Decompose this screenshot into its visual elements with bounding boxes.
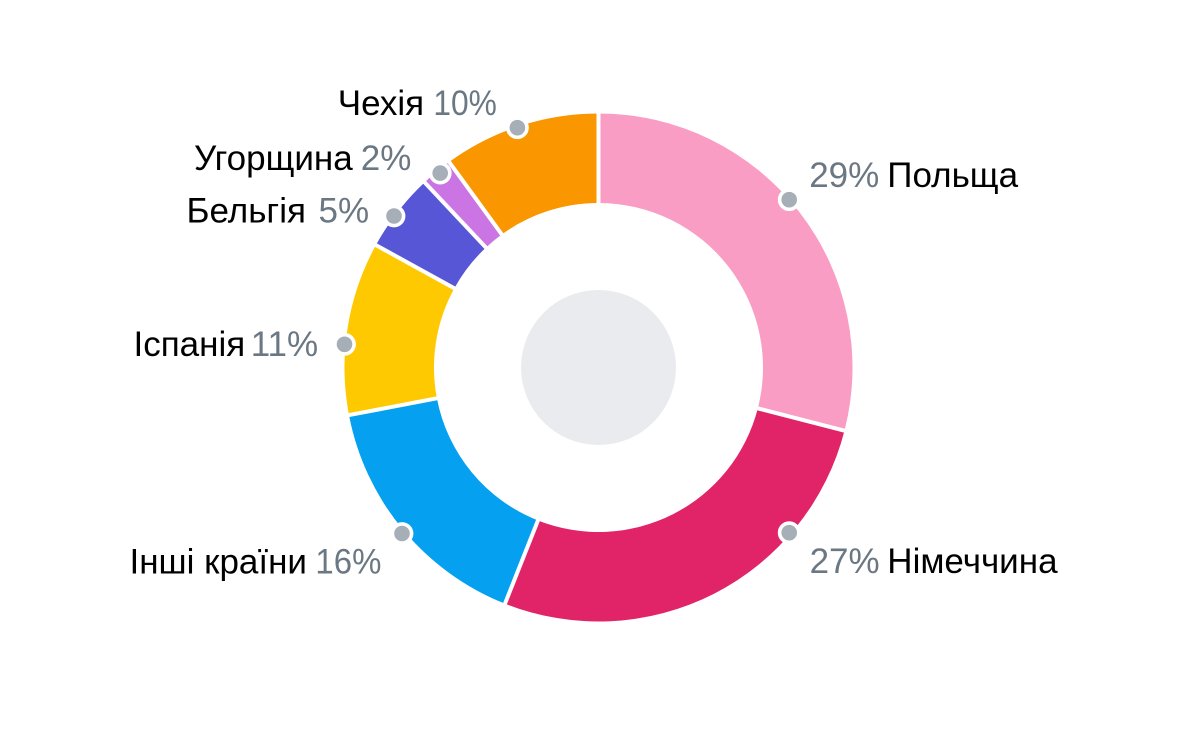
svg-text:5%: 5% [319, 192, 370, 231]
svg-text:10%: 10% [433, 84, 497, 123]
svg-text:11%: 11% [251, 325, 318, 364]
svg-text:Іспанія: Іспанія [134, 325, 246, 364]
svg-text:Польща: Польща [887, 156, 1018, 195]
svg-text:Інші країни: Інші країни [130, 543, 307, 582]
svg-text:Угорщина: Угорщина [194, 139, 353, 178]
svg-text:16%: 16% [315, 543, 381, 582]
svg-text:Німеччина: Німеччина [887, 542, 1058, 581]
svg-text:29%: 29% [809, 156, 879, 195]
svg-text:2%: 2% [361, 139, 412, 178]
svg-text:27%: 27% [810, 542, 880, 581]
svg-text:Чехія: Чехія [338, 84, 424, 123]
svg-text:Бельгія: Бельгія [187, 192, 306, 231]
